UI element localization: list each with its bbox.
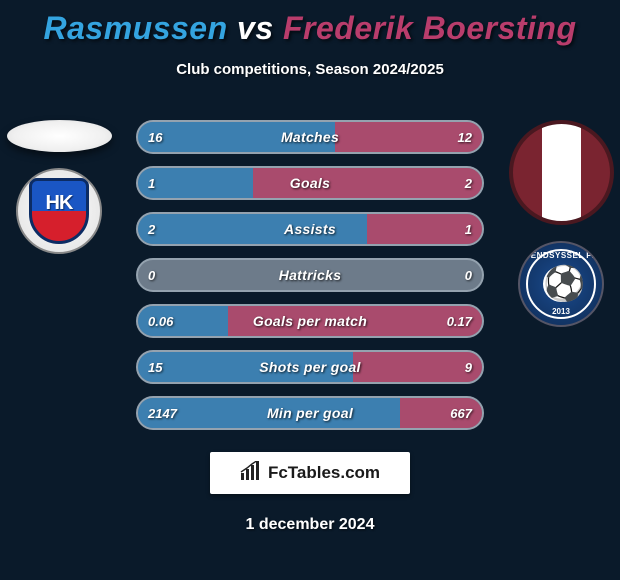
stat-label: Goals per match — [138, 313, 482, 329]
left-player-column: HK — [4, 120, 114, 254]
club-initials: HK — [46, 192, 73, 215]
player2-club-badge: VENDSYSSEL FF 2013 — [518, 241, 604, 327]
chart-icon — [240, 461, 262, 486]
title-player1: Rasmussen — [43, 10, 227, 46]
stats-container: 1612Matches 12Goals 21Assists 00Hattricks 0.… — [136, 120, 484, 430]
right-player-column: VENDSYSSEL FF 2013 — [506, 120, 616, 327]
stat-row: 159Shots per goal — [136, 350, 484, 384]
player1-club-badge: HK — [16, 168, 102, 254]
stat-label: Min per goal — [138, 405, 482, 421]
player2-photo — [509, 120, 614, 225]
stat-row: 00Hattricks — [136, 258, 484, 292]
brand-badge: FcTables.com — [210, 452, 410, 494]
stat-label: Shots per goal — [138, 359, 482, 375]
subtitle: Club competitions, Season 2024/2025 — [0, 61, 620, 78]
soccer-ball-icon — [543, 266, 579, 302]
stat-row: 2147667Min per goal — [136, 396, 484, 430]
stat-label: Matches — [138, 129, 482, 145]
player1-photo — [7, 120, 112, 152]
stat-row: 1612Matches — [136, 120, 484, 154]
footer-date: 1 december 2024 — [0, 516, 620, 534]
page-title: Rasmussen vs Frederik Boersting — [0, 0, 620, 47]
title-vs: vs — [237, 10, 274, 46]
brand-text: FcTables.com — [268, 463, 380, 483]
stat-row: 21Assists — [136, 212, 484, 246]
club-shield-icon: HK — [29, 178, 89, 244]
stat-row: 12Goals — [136, 166, 484, 200]
badge-year: 2013 — [520, 307, 602, 316]
stat-label: Goals — [138, 175, 482, 191]
stat-label: Hattricks — [138, 267, 482, 283]
stat-label: Assists — [138, 221, 482, 237]
stat-row: 0.060.17Goals per match — [136, 304, 484, 338]
badge-ring-text: VENDSYSSEL FF — [520, 251, 602, 260]
title-player2: Frederik Boersting — [283, 10, 577, 46]
